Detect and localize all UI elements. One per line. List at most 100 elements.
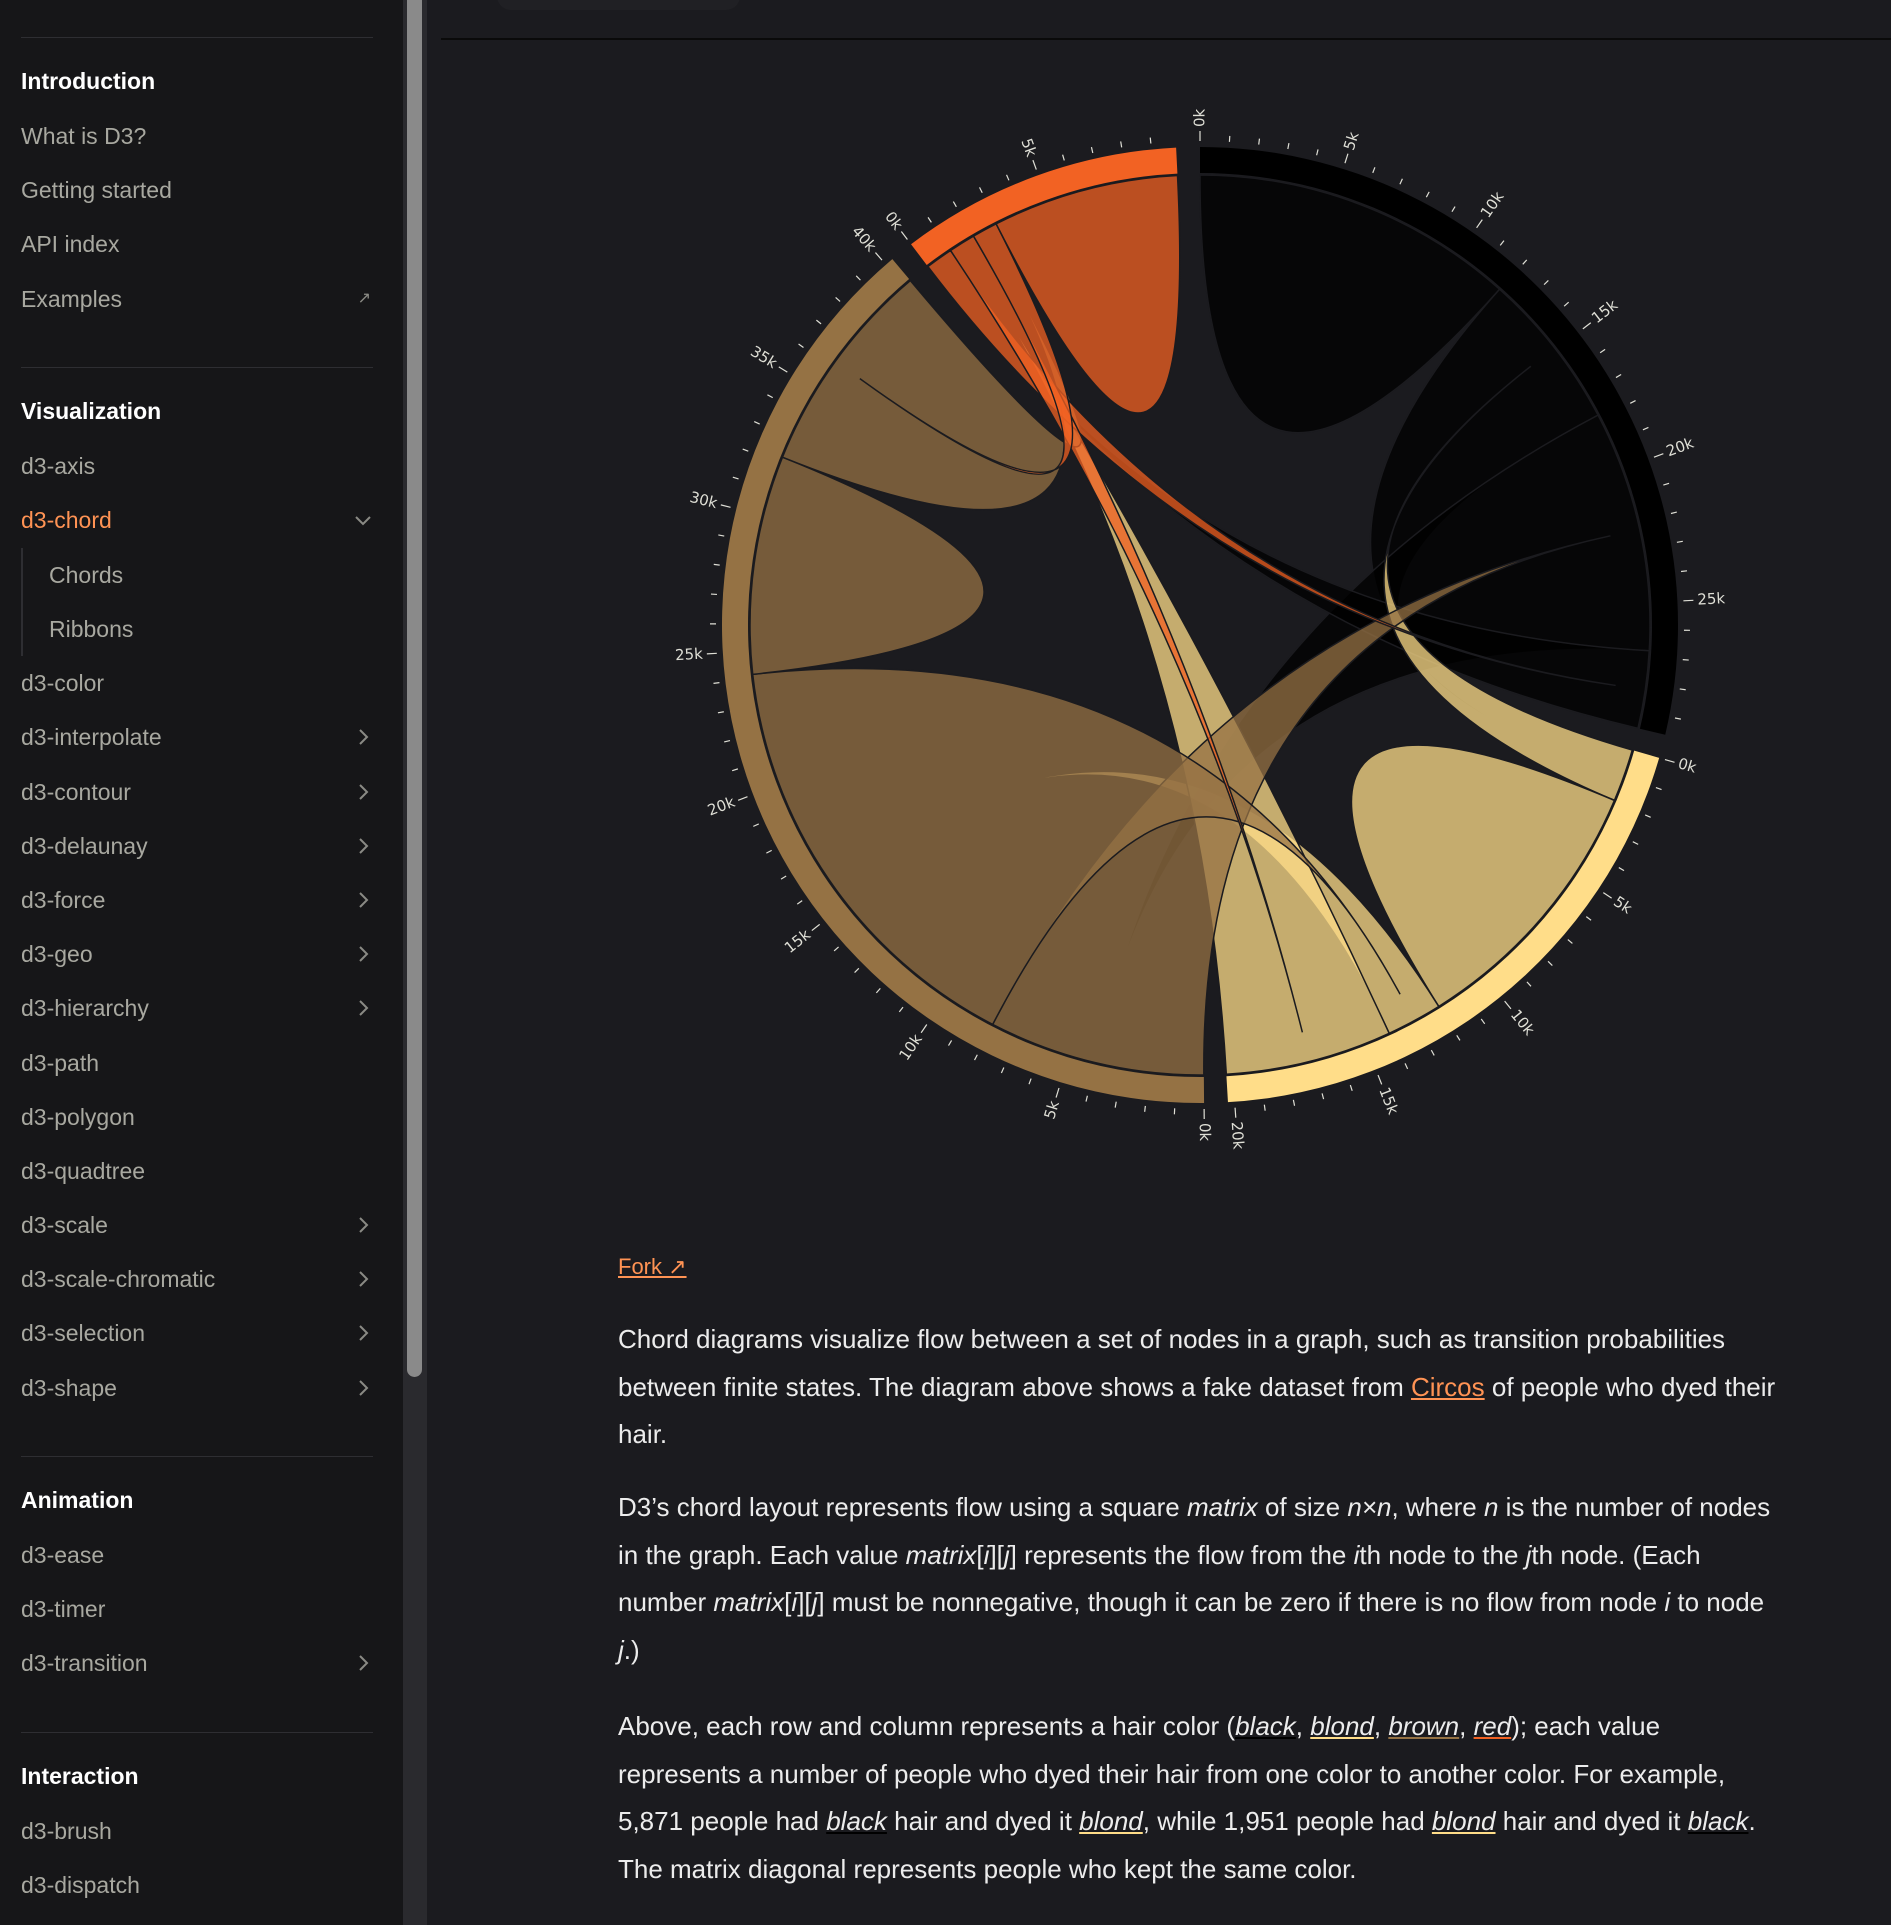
chevron-right-icon[interactable]: [353, 1643, 373, 1683]
axis-tick: [1316, 149, 1319, 156]
chevron-down-icon[interactable]: [353, 500, 373, 540]
tick-label: 30k: [688, 488, 720, 512]
sidebar-item-d3-timer[interactable]: d3-timer: [21, 1596, 106, 1622]
sidebar-item-d3-path[interactable]: d3-path: [21, 1050, 100, 1076]
text: [: [976, 1539, 984, 1570]
sidebar-item-d3-contour[interactable]: d3-contour: [21, 772, 373, 812]
sidebar-item-getting-started[interactable]: Getting started: [21, 177, 172, 203]
axis-tick: [1632, 841, 1639, 845]
axis-tick: [1114, 1101, 1117, 1108]
axis-tick: [1653, 453, 1664, 458]
chord-diagram: 0k 5k 10k 15k 20k 25k 0k 5k 10k 15k 20k 0k 5k 10k 15k 2…: [675, 108, 1726, 1150]
ribbon-blond-to-black[interactable]: [1383, 365, 1634, 802]
sidebar-item-d3-chord[interactable]: d3-chord: [21, 500, 373, 540]
axis-tick: [1599, 348, 1606, 354]
text: Chord diagrams visualize flow between a …: [618, 1324, 1726, 1402]
ribbon-black-to-black[interactable]: [1199, 174, 1501, 434]
text: is the number of nodes in the graph. Eac…: [618, 1492, 1771, 1570]
sidebar-item-d3-ease[interactable]: d3-ease: [21, 1542, 105, 1568]
sidebar-item-d3-transition[interactable]: d3-transition: [21, 1643, 373, 1683]
ribbon-brown-to-black[interactable]: [991, 535, 1611, 1076]
axis-tick: [753, 421, 760, 425]
sidebar-item-d3-scale-chromatic[interactable]: d3-scale-chromatic: [21, 1259, 373, 1299]
text: . The matrix diagonal represents people …: [618, 1806, 1756, 1884]
sidebar-item-d3-axis[interactable]: d3-axis: [21, 453, 96, 479]
sidebar-divider: [21, 367, 373, 368]
axis-tick: [1456, 1034, 1461, 1041]
axis-tick: [1585, 916, 1592, 921]
sidebar-item-ribbons[interactable]: Ribbons: [49, 616, 134, 642]
chevron-right-icon[interactable]: [353, 934, 373, 974]
axis-tick: [753, 823, 760, 827]
sidebar-item-label: d3-contour: [21, 779, 131, 805]
sidebar-item-examples[interactable]: Examples ↗: [21, 279, 373, 319]
sidebar-item-d3-quadtree[interactable]: d3-quadtree: [21, 1158, 146, 1184]
group-arc-red[interactable]: [911, 147, 1178, 265]
sidebar-item-d3-selection[interactable]: d3-selection: [21, 1313, 373, 1353]
text: D3’s chord layout represents flow using …: [618, 1492, 1187, 1522]
tick-label: 0k: [881, 208, 907, 234]
chevron-right-icon[interactable]: [353, 1368, 373, 1408]
ribbon-red-to-red[interactable]: [995, 174, 1181, 414]
sidebar-item-label: Examples: [21, 286, 122, 312]
circos-link[interactable]: Circos: [1410, 1371, 1485, 1402]
sidebar-item-d3-polygon[interactable]: d3-polygon: [21, 1104, 135, 1130]
axis-tick: [798, 343, 804, 348]
axis-tick: [1399, 178, 1403, 185]
group-arc-blond[interactable]: [1226, 750, 1660, 1103]
text: , where: [1391, 1492, 1484, 1522]
sidebar-item-d3-force[interactable]: d3-force: [21, 880, 373, 920]
sidebar-item-d3-geo[interactable]: d3-geo: [21, 934, 373, 974]
text: Above, each row and column represents a …: [618, 1711, 1236, 1741]
tick-label: 0k: [1191, 108, 1209, 127]
sidebar-item-what-is-d3[interactable]: What is D3?: [21, 123, 147, 149]
axis-tick: [1615, 373, 1622, 379]
sidebar-item-label: d3-hierarchy: [21, 995, 149, 1021]
axis-tick: [1321, 1093, 1325, 1100]
axis-tick: [720, 504, 731, 508]
chevron-right-icon[interactable]: [353, 717, 373, 757]
text: to node: [1670, 1587, 1765, 1617]
tick-label: 10k: [1477, 188, 1508, 221]
chevron-right-icon[interactable]: [353, 1205, 373, 1245]
sidebar-item-label: d3-scale-chromatic: [21, 1266, 216, 1292]
sidebar-item-d3-shape[interactable]: d3-shape: [21, 1368, 373, 1408]
ribbon-brown-to-brown[interactable]: [749, 456, 985, 676]
sidebar-item-api-index[interactable]: API index: [21, 231, 120, 257]
top-control[interactable]: [497, 0, 740, 10]
axis-tick: [1234, 1107, 1237, 1118]
axis-tick: [1055, 1087, 1060, 1098]
axis-tick: [1476, 219, 1483, 229]
scrollbar-thumb[interactable]: [407, 0, 422, 1377]
text: hair and dyed it: [886, 1806, 1080, 1836]
sidebar-item-d3-hierarchy[interactable]: d3-hierarchy: [21, 988, 373, 1028]
sidebar-item-label: d3-geo: [21, 941, 93, 967]
fork-link[interactable]: Fork ↗: [618, 1254, 687, 1279]
axis-tick: [1522, 259, 1528, 265]
text: ][: [989, 1539, 1004, 1570]
chevron-right-icon[interactable]: [353, 988, 373, 1028]
ribbon-red-to-brown[interactable]: [859, 222, 1074, 475]
sidebar-item-d3-brush[interactable]: d3-brush: [21, 1818, 112, 1844]
axis-tick: [1679, 688, 1686, 691]
term-j: j: [618, 1634, 624, 1665]
sidebar-item-d3-dispatch[interactable]: d3-dispatch: [21, 1872, 140, 1898]
ribbon-blond-to-blond[interactable]: [1350, 744, 1616, 1008]
text: ,: [1373, 1711, 1389, 1741]
sidebar-item-d3-delaunay[interactable]: d3-delaunay: [21, 826, 373, 866]
chevron-right-icon[interactable]: [353, 826, 373, 866]
axis-tick: [1000, 1067, 1005, 1074]
chevron-right-icon[interactable]: [353, 1313, 373, 1353]
axis-tick: [947, 1040, 953, 1046]
tick-label: 20k: [1664, 434, 1697, 461]
chevron-right-icon[interactable]: [353, 880, 373, 920]
sidebar-item-d3-scale[interactable]: d3-scale: [21, 1205, 373, 1245]
axis-tick: [952, 201, 957, 208]
ribbon-brown-to-blond[interactable]: [751, 667, 1401, 1026]
tick-label: 15k: [1375, 1085, 1402, 1118]
sidebar-item-chords[interactable]: Chords: [49, 562, 124, 588]
sidebar-item-d3-color[interactable]: d3-color: [21, 670, 105, 696]
chevron-right-icon[interactable]: [353, 772, 373, 812]
sidebar-item-d3-interpolate[interactable]: d3-interpolate: [21, 717, 373, 757]
chevron-right-icon[interactable]: [353, 1259, 373, 1299]
